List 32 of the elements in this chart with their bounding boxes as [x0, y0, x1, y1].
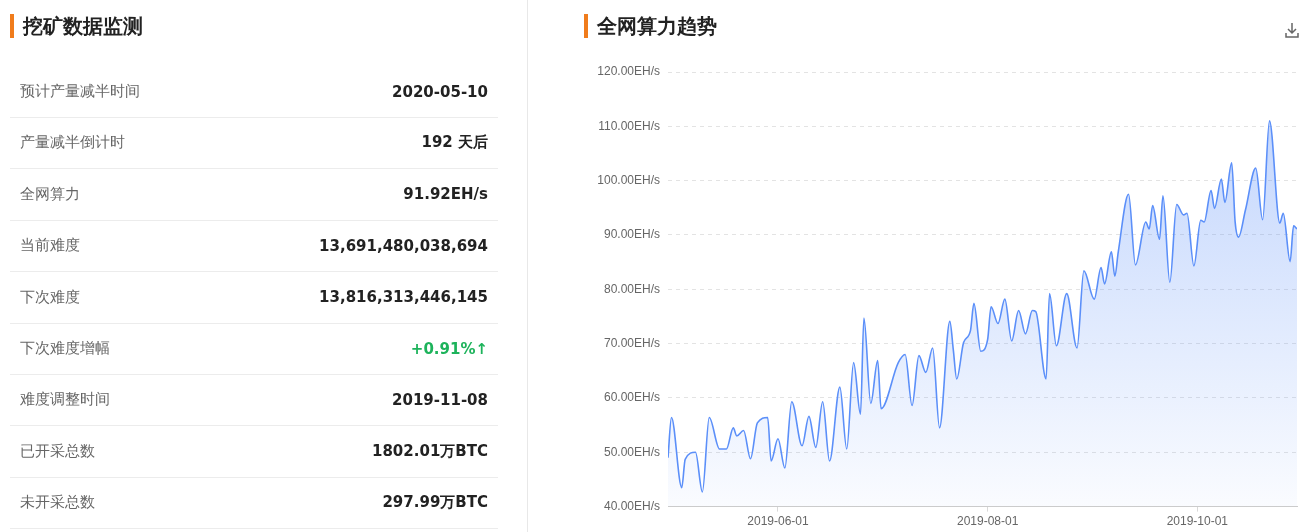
y-tick-label: 110.00EH/s — [598, 118, 660, 133]
text: 已开采总数 — [19, 441, 95, 461]
y-tick-label: 50.00EH/s — [603, 444, 660, 459]
text: 91.92EH/s — [403, 185, 489, 204]
y-tick-label: 60.00EH/s — [603, 390, 660, 405]
y-tick-label: 90.00EH/s — [603, 227, 660, 242]
text: 13,816,313,446,145 — [319, 288, 489, 307]
text: 13,691,480,038,694 — [319, 236, 489, 255]
text: 2019-11-08 — [392, 390, 489, 409]
text: 当前难度 — [19, 236, 80, 256]
chart-title: 全网算力趋势 — [584, 14, 717, 38]
text: 未开采总数 — [19, 493, 95, 513]
text: 挖矿数据监测 — [10, 14, 143, 38]
text: 预计产量减半时间 — [19, 82, 140, 101]
text: 全网算力 — [19, 184, 80, 204]
x-tick-label: 2019-06-01 — [747, 514, 809, 529]
text: 下次难度增幅 — [19, 339, 110, 358]
y-tick-label: 100.00EH/s — [597, 172, 660, 187]
text: 1802.01万BTC — [372, 441, 489, 461]
y-tick-label: 120.00EH/s — [597, 64, 660, 79]
text: 2020-05-10 — [392, 82, 489, 101]
x-tick-label: 2019-08-01 — [956, 514, 1019, 529]
text: 192 天后 — [421, 133, 489, 153]
text: 下次难度 — [19, 287, 80, 307]
y-tick-label: 40.00EH/s — [603, 498, 660, 513]
text: 难度调整时间 — [19, 390, 110, 410]
y-tick-label: 70.00EH/s — [603, 335, 660, 350]
text: 产量减半倒计时 — [19, 133, 125, 153]
text: +0.91%↑ — [410, 339, 489, 358]
text: 297.99万BTC — [382, 493, 489, 513]
x-tick-label: 2019-10-01 — [1166, 514, 1229, 529]
y-tick-label: 80.00EH/s — [603, 281, 660, 296]
